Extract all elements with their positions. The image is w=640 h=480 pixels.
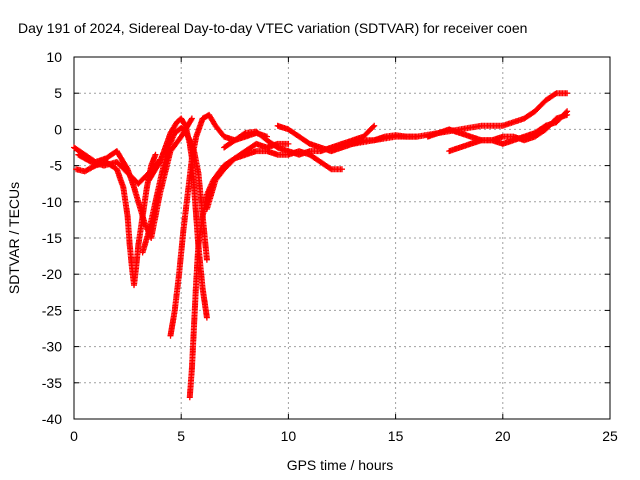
y-tick-label: -30 <box>42 339 62 355</box>
y-tick-label: 5 <box>54 85 62 101</box>
data-series-arc-5 <box>139 125 210 263</box>
y-axis-title: SDTVAR / TECUs <box>6 182 22 294</box>
y-tick-label: -10 <box>42 194 62 210</box>
data-point-markers <box>73 151 159 289</box>
data-series-arc-3 <box>75 151 161 187</box>
data-series-arc-13 <box>446 108 571 155</box>
y-tick-label: 10 <box>46 49 62 65</box>
x-axis-title: GPS time / hours <box>287 457 394 473</box>
data-series-arc-11 <box>349 90 571 147</box>
data-point-markers <box>75 151 161 187</box>
y-tick-label: -5 <box>50 158 63 174</box>
x-tick-label: 20 <box>495 428 511 444</box>
y-tick-label: -20 <box>42 266 62 282</box>
x-tick-label: 5 <box>177 428 185 444</box>
data-point-markers <box>349 90 571 147</box>
x-tick-label: 25 <box>602 428 618 444</box>
data-point-markers <box>446 108 571 155</box>
data-series-arc-2 <box>73 151 159 289</box>
data-layer <box>71 90 571 401</box>
data-point-markers <box>203 148 345 212</box>
y-tick-label: 0 <box>54 121 62 137</box>
x-tick-label: 15 <box>388 428 404 444</box>
y-tick-label: -40 <box>42 411 62 427</box>
y-tick-label: -15 <box>42 230 62 246</box>
chart-title: Day 191 of 2024, Sidereal Day-to-day VTE… <box>18 20 527 36</box>
data-point-markers <box>139 125 210 263</box>
grid-layer <box>74 57 610 419</box>
data-series-arc-8 <box>203 148 345 212</box>
x-tick-label: 0 <box>70 428 78 444</box>
y-tick-label: -35 <box>42 375 62 391</box>
tick-layer: 0 5 10 15 20 25 10 5 0 -5 -10 -15 -20 -25 -30 -35 -40 <box>42 49 618 444</box>
x-tick-label: 10 <box>281 428 297 444</box>
y-tick-label: -25 <box>42 302 62 318</box>
